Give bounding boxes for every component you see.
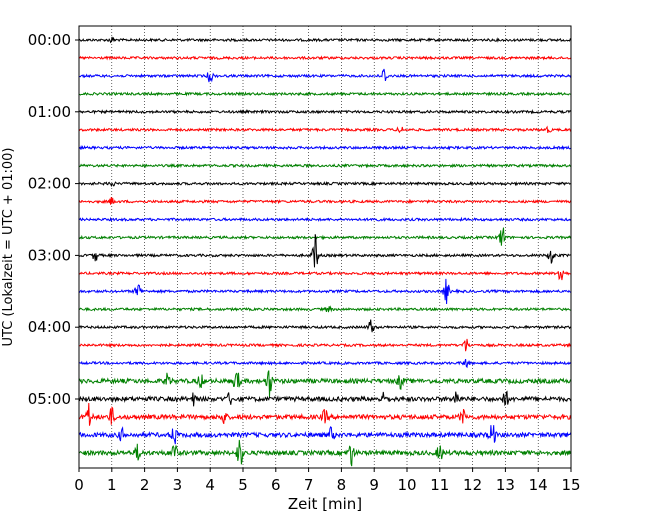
trace-row: [78, 319, 572, 333]
trace-row: [78, 402, 572, 426]
grid-lines: [78, 26, 572, 468]
trace-row: [78, 425, 572, 445]
trace-row: [79, 305, 572, 313]
y-tick-label: 05:00: [28, 390, 71, 408]
y-axis-label: UTC (Lokalzeit = UTC + 01:00): [1, 148, 16, 347]
trace-row: [78, 162, 571, 169]
x-tick-label: 15: [561, 476, 580, 494]
y-axis: 00:00 01:00 02:00 03:00 04:00 05:00: [28, 31, 79, 408]
x-tick-label: 13: [496, 476, 515, 494]
trace-row: [78, 227, 572, 246]
x-tick-label: 1: [107, 476, 117, 494]
x-tick-label: 7: [304, 476, 314, 494]
trace-row: [78, 270, 572, 281]
x-tick-label: 11: [430, 476, 449, 494]
y-tick-label: 03:00: [28, 246, 71, 264]
plot-frame: [78, 25, 572, 469]
trace-row: [78, 180, 572, 188]
x-axis: 0 1 2 3 4 5 6 7 8 9 10 11 12 13 14 15: [74, 468, 581, 494]
trace-row: [78, 439, 572, 467]
trace-row: [79, 55, 572, 61]
trace-row: [78, 338, 572, 352]
x-tick-label: 8: [337, 476, 347, 494]
y-tick-label: 02:00: [28, 175, 71, 193]
x-tick-label: 4: [205, 476, 215, 494]
trace-row: [78, 125, 572, 134]
x-tick-label: 3: [173, 476, 183, 494]
x-tick-label: 2: [140, 476, 150, 494]
trace-row: [78, 278, 572, 305]
y-tick-label: 04:00: [28, 318, 71, 336]
trace-row: [78, 197, 572, 205]
x-tick-label: 14: [529, 476, 548, 494]
x-tick-label: 6: [271, 476, 281, 494]
trace-row: [78, 234, 572, 268]
trace-row: [78, 358, 572, 369]
x-tick-label: 12: [463, 476, 482, 494]
x-axis-label: Zeit [min]: [288, 495, 362, 513]
traces: [78, 36, 572, 467]
trace-row: [78, 36, 571, 44]
trace-row: [78, 68, 572, 83]
trace-row: [78, 370, 572, 398]
x-tick-label: 10: [397, 476, 416, 494]
x-tick-label: 5: [238, 476, 248, 494]
trace-row: [78, 216, 572, 223]
trace-row: [78, 108, 572, 115]
trace-row: [78, 91, 572, 97]
y-tick-label: 01:00: [28, 103, 71, 121]
trace-row: [78, 144, 572, 151]
y-tick-label: 00:00: [28, 31, 71, 49]
x-tick-label: 0: [74, 476, 84, 494]
x-tick-label: 9: [369, 476, 379, 494]
trace-row: [78, 390, 572, 407]
